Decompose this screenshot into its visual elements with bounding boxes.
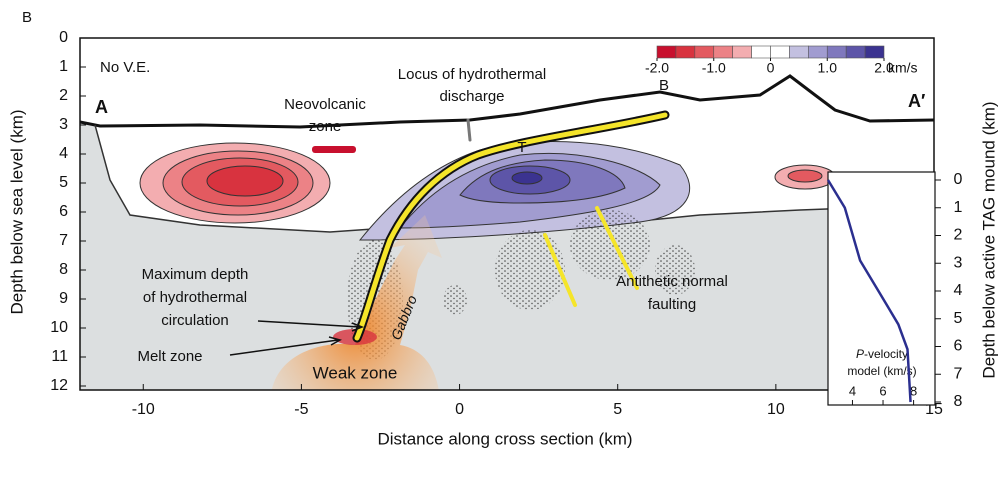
y-tick-label: 8	[59, 261, 68, 278]
annotation: B	[659, 77, 669, 94]
y-tick-label: 12	[50, 377, 68, 394]
y2-tick-label: 7	[954, 365, 963, 382]
inset-x-tick-label: 4	[849, 383, 856, 398]
colorbar-swatch	[676, 46, 695, 58]
colorbar-tick-label: -2.0	[645, 60, 669, 76]
colorbar-swatch	[808, 46, 827, 58]
annotation: of hydrothermal	[143, 289, 247, 306]
y2-tick-label: 1	[954, 199, 963, 216]
colorbar-swatch	[695, 46, 714, 58]
x-tick-label: -10	[132, 401, 155, 418]
y2-axis-label: Depth below active TAG mound (km)	[979, 101, 998, 378]
annotation: zone	[309, 118, 342, 135]
y-tick-label: 7	[59, 232, 68, 249]
annotation: A	[95, 97, 108, 117]
inset-subtitle: model (km/s)	[847, 364, 916, 378]
y-tick-label: 6	[59, 203, 68, 220]
inset-x-tick-label: 6	[879, 383, 886, 398]
section-drawing	[80, 38, 934, 405]
colorbar-tick-label: 1.0	[818, 60, 838, 76]
annotation: faulting	[648, 296, 696, 313]
colorbar-swatch	[789, 46, 808, 58]
annotation: Maximum depth	[142, 266, 249, 283]
y-tick-label: 2	[59, 87, 68, 104]
annotation: Neovolcanic	[284, 96, 366, 113]
annotation: Locus of hydrothermal	[398, 66, 546, 83]
y2-tick-label: 0	[954, 171, 963, 188]
annotation: A′	[908, 91, 925, 111]
colorbar-swatch	[771, 46, 790, 58]
y2-tick-label: 5	[954, 310, 963, 327]
y2-tick-label: 4	[954, 282, 963, 299]
colorbar-unit: km/s	[888, 60, 918, 76]
y-tick-label: 4	[59, 145, 68, 162]
y2-tick-label: 2	[954, 227, 963, 244]
annotation: discharge	[439, 88, 504, 105]
y2-tick-label: 3	[954, 254, 963, 271]
y-tick-label: 0	[59, 29, 68, 46]
x-tick-label: 10	[767, 401, 785, 418]
annotation: T	[517, 139, 526, 156]
annotation: Antithetic normal	[616, 273, 728, 290]
colorbar-swatch	[846, 46, 865, 58]
x-tick-label: 0	[455, 401, 464, 418]
y-tick-label: 10	[50, 319, 68, 336]
inset-title-italic: P	[856, 347, 864, 361]
colorbar-swatch	[657, 46, 676, 58]
panel-label: B	[22, 9, 32, 26]
colorbar-swatch	[714, 46, 733, 58]
annotation: Weak zone	[313, 363, 398, 382]
x-tick-label: 5	[613, 401, 622, 418]
colorbar-swatch	[733, 46, 752, 58]
inset-title: P-velocity	[856, 347, 908, 361]
inset-title-rest: -velocity	[864, 347, 908, 361]
annotation: Melt zone	[137, 348, 202, 365]
y2-tick-label: 6	[954, 338, 963, 355]
y2-tick-label: 8	[954, 393, 963, 410]
colorbar-swatch	[865, 46, 884, 58]
figure: -10-50510150123456789101112012345678 B D…	[0, 0, 1004, 477]
y-tick-label: 5	[59, 174, 68, 191]
x-tick-label: -5	[294, 401, 308, 418]
y-tick-label: 9	[59, 290, 68, 307]
y-tick-label: 3	[59, 116, 68, 133]
annotation: circulation	[161, 312, 229, 329]
x-axis-label: Distance along cross section (km)	[377, 429, 632, 448]
y-tick-label: 11	[51, 348, 68, 365]
colorbar-swatch	[752, 46, 771, 58]
y-axis-label: Depth below sea level (km)	[7, 109, 26, 314]
colorbar-tick-label: -1.0	[702, 60, 726, 76]
annotation: No V.E.	[100, 59, 150, 76]
colorbar-swatch	[827, 46, 846, 58]
colorbar-tick-label: 0	[767, 60, 775, 76]
y-tick-label: 1	[59, 58, 68, 75]
